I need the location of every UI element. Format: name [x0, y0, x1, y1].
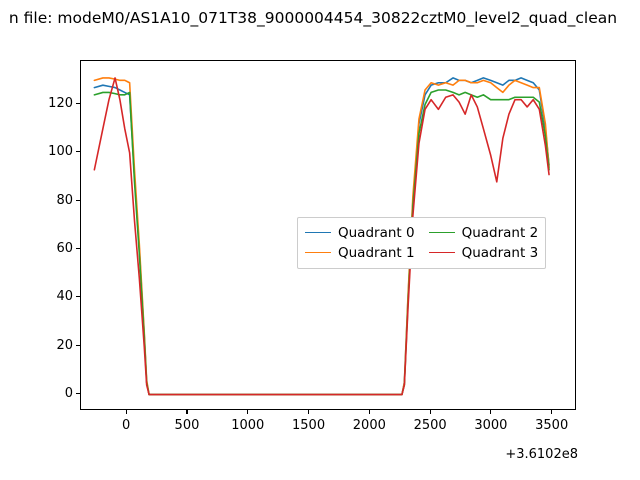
plot-area [80, 60, 576, 410]
x-tick-label: 3500 [535, 418, 569, 433]
x-tick-label: 2500 [413, 418, 447, 433]
y-tick-label: 120 [48, 96, 73, 111]
x-tick-label: 3000 [474, 418, 508, 433]
legend-entry: Quadrant 0 [305, 223, 415, 242]
x-tick-label: 500 [174, 418, 200, 433]
y-tick-label: 20 [56, 337, 73, 353]
chart-title-text: n file: modeM0/AS1A10_071T38_9000004454_… [8, 9, 618, 27]
y-tick-label: 40 [56, 289, 73, 305]
y-tick-label: 0 [64, 386, 73, 402]
y-tick-label: 80 [56, 192, 73, 208]
legend-color-swatch [428, 252, 455, 253]
legend-label: Quadrant 2 [461, 224, 539, 241]
y-tick-label: 60 [56, 241, 73, 257]
legend-entry: Quadrant 3 [428, 243, 539, 262]
x-axis-offset-label: +3.6102e8 [505, 447, 578, 462]
legend-label: Quadrant 1 [338, 244, 415, 261]
legend-grid: Quadrant 0 Quadrant 2 Quadrant 1 Quadrant 3 [305, 223, 538, 262]
legend-color-swatch [428, 232, 455, 233]
x-tick-label: 2000 [352, 418, 386, 433]
series-line-3 [93, 77, 550, 396]
series-line-2 [93, 89, 550, 396]
plot-lines [93, 77, 550, 396]
legend-entry: Quadrant 1 [305, 243, 415, 262]
legend-label: Quadrant 3 [461, 244, 539, 261]
legend-color-swatch [305, 252, 331, 253]
x-tick-label: 0 [122, 418, 131, 433]
chart-title: n file: modeM0/AS1A10_071T38_9000004454_… [0, 6, 640, 30]
legend-label: Quadrant 0 [338, 224, 415, 241]
y-tick-label: 100 [48, 144, 73, 160]
legend-color-swatch [305, 232, 331, 233]
legend-entry: Quadrant 2 [428, 223, 539, 242]
x-tick-label: 1000 [231, 418, 265, 433]
chart-legend: Quadrant 0 Quadrant 2 Quadrant 1 Quadrant 3 [297, 217, 547, 269]
x-tick-label: 1500 [292, 418, 326, 433]
